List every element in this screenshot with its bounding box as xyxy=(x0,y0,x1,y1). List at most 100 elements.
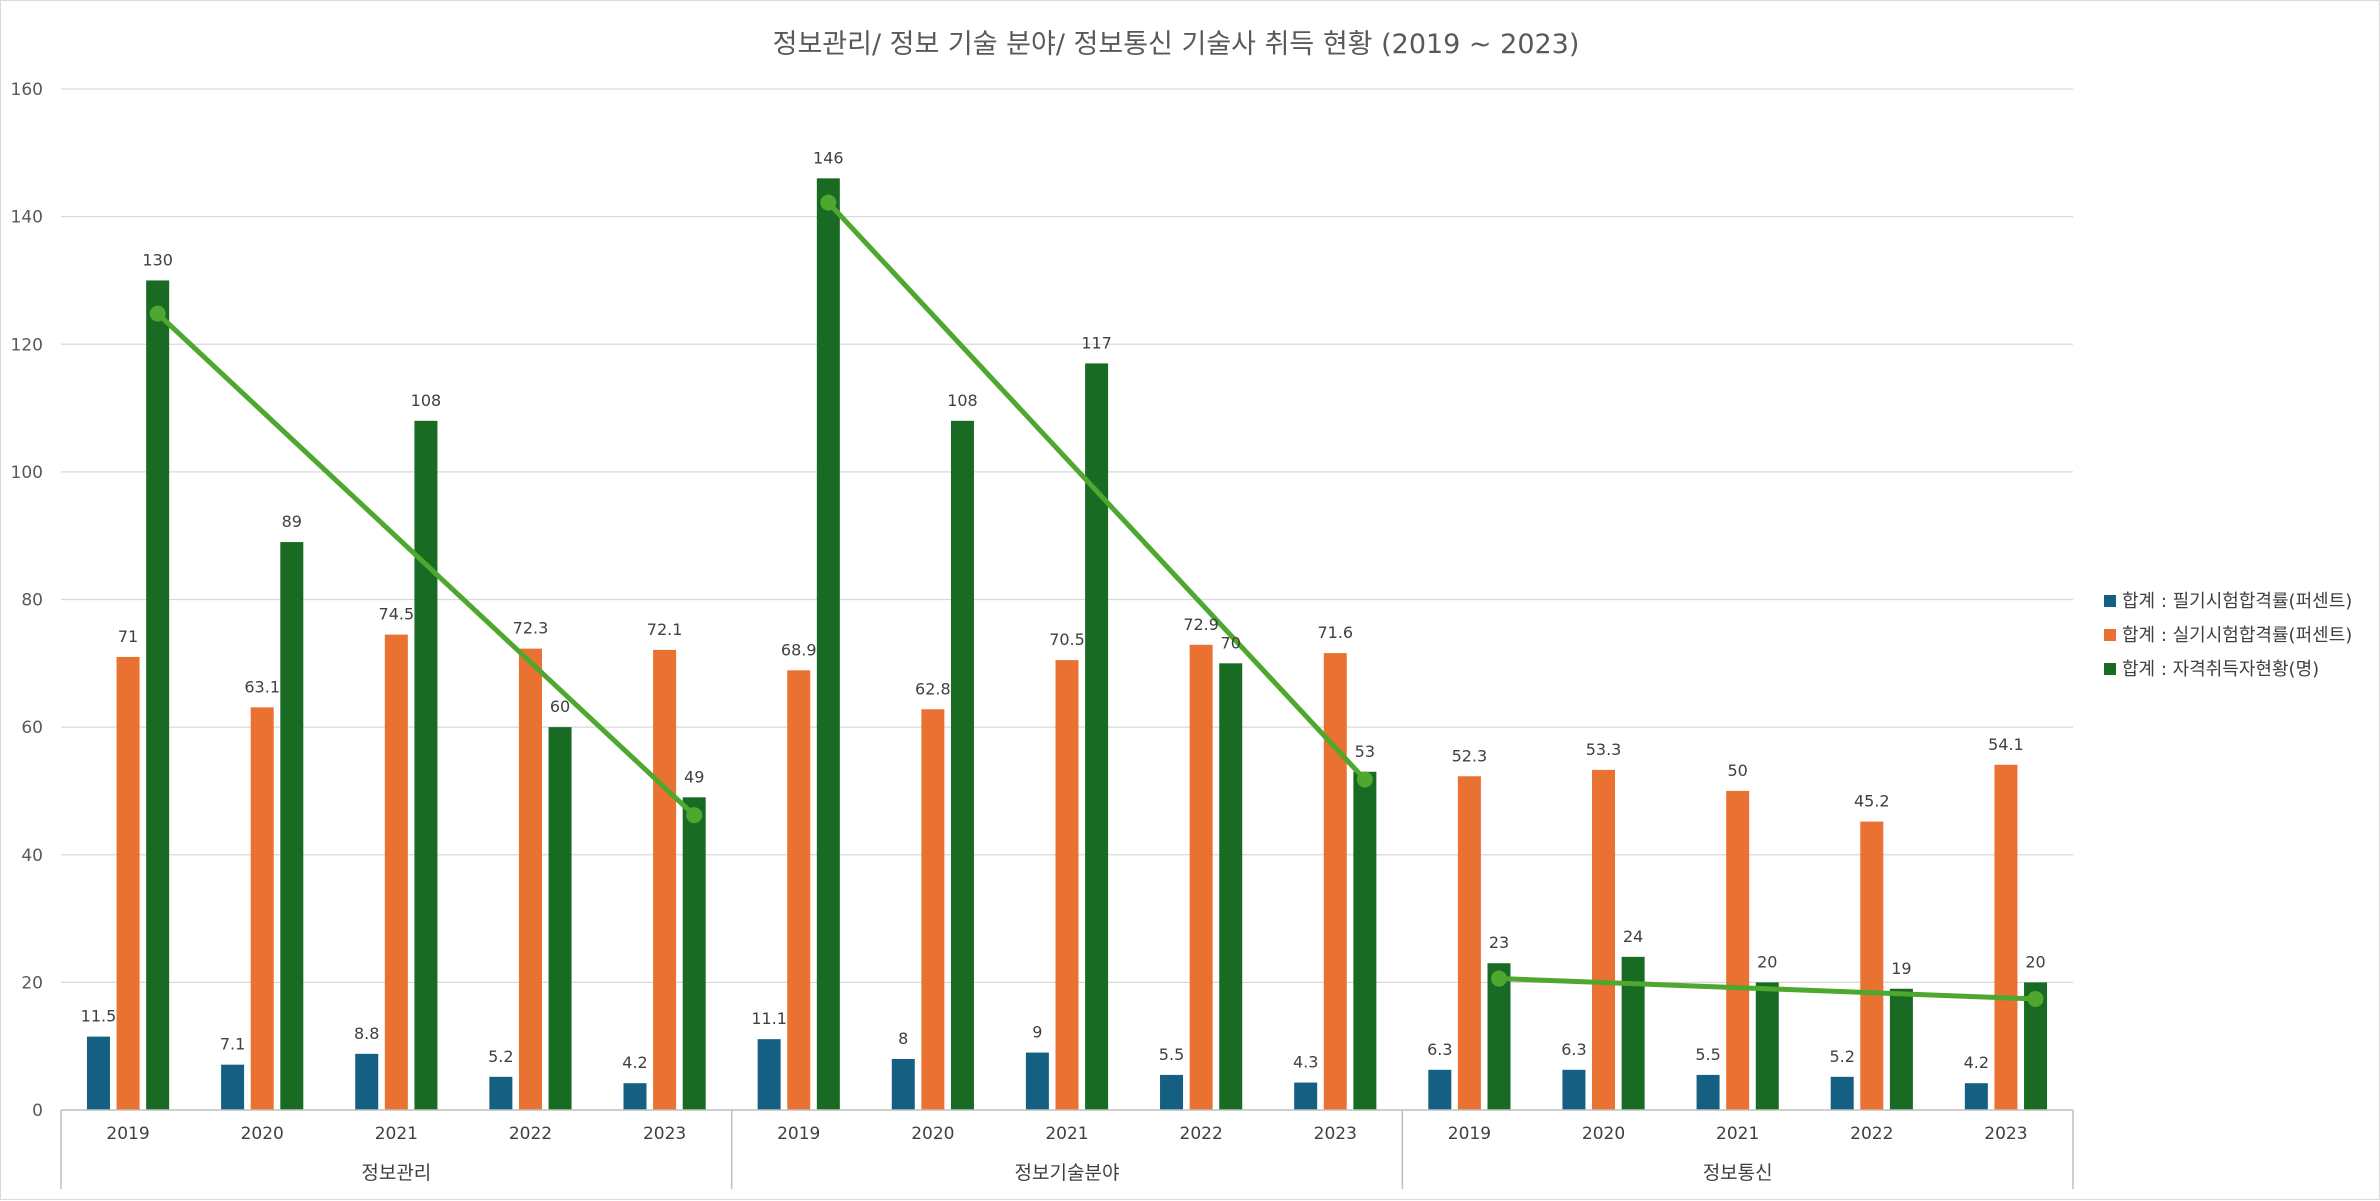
data-label: 4.2 xyxy=(622,1053,647,1072)
group-label: 정보관리 xyxy=(361,1162,431,1184)
data-label: 5.5 xyxy=(1695,1045,1720,1064)
data-label: 70 xyxy=(1221,633,1241,652)
bar xyxy=(548,727,572,1110)
bar xyxy=(1964,1083,1988,1110)
y-tick-label: 40 xyxy=(21,846,43,866)
data-label: 5.5 xyxy=(1159,1045,1184,1064)
category-tick-label: 2019 xyxy=(106,1124,149,1144)
group-label: 정보통신 xyxy=(1703,1162,1773,1184)
trendline-marker xyxy=(686,807,703,824)
data-label: 72.1 xyxy=(647,620,683,639)
bar xyxy=(1055,660,1079,1110)
data-label: 54.1 xyxy=(1988,735,2024,754)
data-label: 146 xyxy=(813,148,844,167)
y-tick-label: 60 xyxy=(21,718,43,738)
data-label: 24 xyxy=(1623,927,1643,946)
bar xyxy=(384,634,408,1110)
data-label: 6.3 xyxy=(1561,1040,1586,1059)
data-labels: 11.5711307.163.1898.874.51085.272.3604.2… xyxy=(81,148,2046,1072)
trendline xyxy=(825,200,1368,782)
bar xyxy=(1860,821,1884,1110)
category-tick-label: 2020 xyxy=(1582,1124,1625,1144)
group-label: 정보기술분야 xyxy=(1015,1162,1120,1184)
data-label: 4.2 xyxy=(1964,1053,1989,1072)
bar xyxy=(787,670,811,1110)
bar xyxy=(518,648,542,1110)
bar xyxy=(682,797,706,1110)
data-label: 8 xyxy=(898,1029,908,1048)
bars xyxy=(86,178,2048,1110)
trendline xyxy=(155,311,697,818)
legend-entry: 합계 : 필기시험합격률(퍼센트) xyxy=(2122,591,2352,612)
bar xyxy=(1830,1076,1854,1110)
data-label: 19 xyxy=(1891,959,1911,978)
trendline-marker xyxy=(2027,990,2044,1007)
data-label: 72.9 xyxy=(1183,615,1219,634)
bar xyxy=(1025,1052,1049,1110)
bar xyxy=(1353,771,1377,1110)
data-label: 60 xyxy=(550,697,570,716)
trendline xyxy=(1496,976,2039,1002)
category-tick-label: 2019 xyxy=(1448,1124,1491,1144)
trendline-marker xyxy=(1491,970,1507,987)
legend-swatch xyxy=(2104,629,2116,641)
data-label: 117 xyxy=(1081,333,1112,352)
y-tick-label: 120 xyxy=(11,335,43,355)
y-tick-label: 20 xyxy=(21,973,43,993)
bar xyxy=(1189,644,1213,1110)
legend-swatch xyxy=(2104,595,2116,607)
data-label: 20 xyxy=(2025,952,2045,971)
bar xyxy=(623,1083,647,1110)
bar xyxy=(950,420,974,1110)
data-label: 53 xyxy=(1355,742,1375,761)
data-label: 11.5 xyxy=(81,1007,117,1026)
bar xyxy=(1994,764,2018,1110)
trendline-marker xyxy=(1356,771,1373,788)
bar xyxy=(146,280,170,1110)
data-label: 89 xyxy=(282,512,302,531)
bar xyxy=(891,1058,915,1110)
bar xyxy=(280,542,304,1110)
category-tick-label: 2021 xyxy=(375,1124,418,1144)
data-label: 70.5 xyxy=(1049,630,1085,649)
category-tick-label: 2020 xyxy=(241,1124,284,1144)
bar xyxy=(86,1036,110,1110)
bar xyxy=(1160,1074,1184,1110)
data-label: 53.3 xyxy=(1586,740,1622,759)
bar xyxy=(816,178,840,1110)
data-label: 49 xyxy=(684,767,704,786)
data-label: 8.8 xyxy=(354,1024,379,1043)
category-tick-label: 2023 xyxy=(1314,1124,1357,1144)
data-label: 63.1 xyxy=(244,677,280,696)
bar xyxy=(1592,769,1616,1110)
data-label: 9 xyxy=(1032,1023,1042,1042)
category-tick-label: 2023 xyxy=(643,1124,686,1144)
legend-swatch xyxy=(2104,663,2116,675)
data-label: 23 xyxy=(1489,933,1509,952)
bar xyxy=(1696,1074,1720,1110)
bar xyxy=(1726,790,1750,1110)
bar xyxy=(250,707,274,1110)
bar xyxy=(921,709,945,1110)
data-label: 7.1 xyxy=(220,1035,245,1054)
data-label: 5.2 xyxy=(1829,1047,1854,1066)
data-label: 108 xyxy=(411,391,442,410)
bar xyxy=(221,1064,245,1110)
y-tick-label: 100 xyxy=(11,463,43,483)
data-label: 108 xyxy=(947,391,978,410)
bar xyxy=(1428,1069,1452,1110)
trendline-marker xyxy=(149,305,166,322)
bar xyxy=(1085,363,1109,1110)
bar xyxy=(1487,963,1511,1110)
legend-entry: 합계 : 실기시험합격률(퍼센트) xyxy=(2122,625,2352,646)
bar xyxy=(1755,982,1779,1110)
data-label: 71 xyxy=(118,627,138,646)
bar xyxy=(355,1053,379,1110)
data-label: 130 xyxy=(142,250,173,269)
category-tick-label: 2020 xyxy=(911,1124,954,1144)
data-label: 68.9 xyxy=(781,640,817,659)
bar xyxy=(1457,776,1481,1110)
bar xyxy=(489,1076,513,1110)
